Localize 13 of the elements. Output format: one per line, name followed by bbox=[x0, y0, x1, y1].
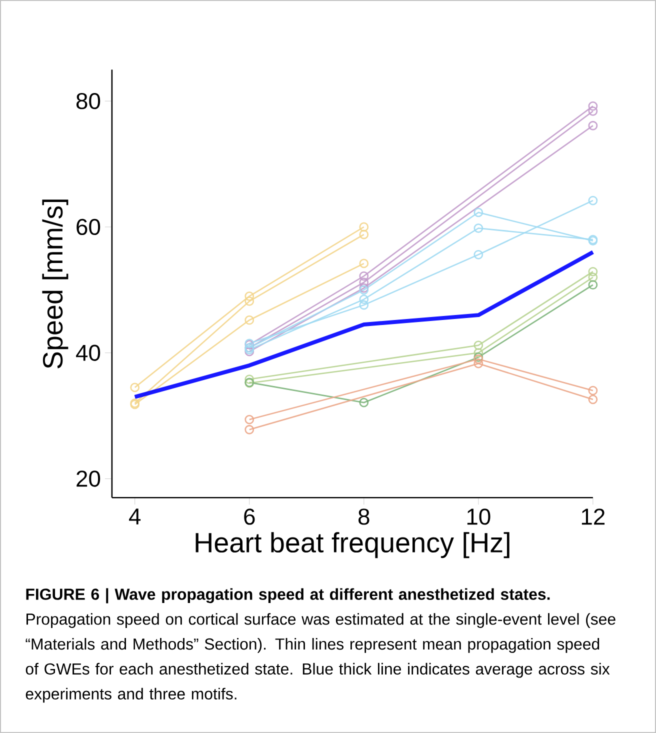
x-tick-label: 8 bbox=[358, 508, 370, 525]
x-tick-label: 6 bbox=[244, 508, 255, 525]
y-tick-label: 40 bbox=[76, 344, 100, 361]
text: FIGURE 6 | Wave propagation speed at different anesthetized states. bbox=[26, 588, 550, 604]
x-tick-label: 4 bbox=[129, 508, 141, 524]
y-axis-title: Speed [mm/s] bbox=[42, 200, 68, 368]
y-tick-label: 60 bbox=[76, 218, 100, 236]
x-tick-label: 12 bbox=[582, 508, 605, 525]
x-axis-title: Heart beat frequency [Hz] bbox=[196, 532, 510, 558]
y-tick-label: 80 bbox=[76, 92, 100, 110]
text: Propagation speed on cortical surface was estimated at the single-event level (see “Materials and Methods” Section). Thin lines represent mean propagation speed of GWEs for each anesthetized state. Blue thick line indicates average across six experiments and three motifs. bbox=[26, 613, 616, 703]
x-tick-label: 10 bbox=[467, 508, 490, 525]
y-tick-label: 20 bbox=[76, 470, 100, 487]
